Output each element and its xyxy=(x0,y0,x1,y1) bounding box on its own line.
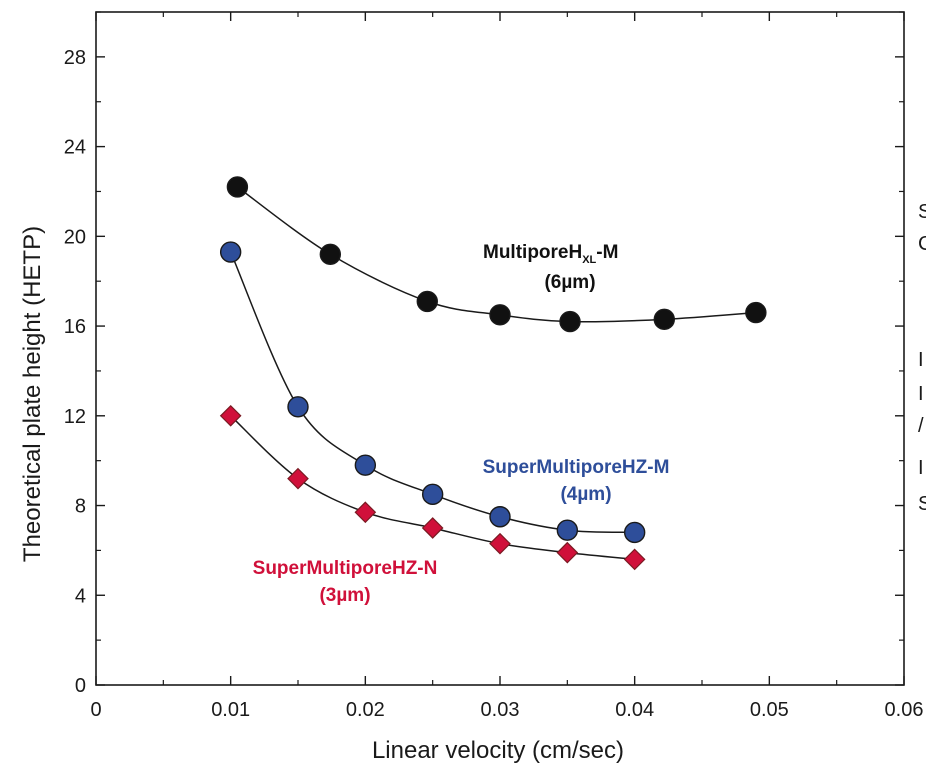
series-2-point xyxy=(623,548,646,571)
y-tick-label: 24 xyxy=(64,137,86,159)
series-2-point xyxy=(421,517,444,539)
series-label-hz-m: SuperMultiporeHZ-M xyxy=(483,457,670,478)
x-tick-label: 0.03 xyxy=(481,699,520,721)
series-1-point xyxy=(219,241,242,263)
x-tick-label: 0.04 xyxy=(615,699,654,721)
plot-frame xyxy=(95,11,905,686)
series-1-point xyxy=(354,454,377,476)
series-1-point xyxy=(489,506,511,528)
series-0-point xyxy=(489,304,511,326)
series-label-hz-m-size: (4µm) xyxy=(560,484,611,505)
clipped-char: I xyxy=(918,457,924,479)
clipped-char: I xyxy=(918,349,924,371)
series-0-point xyxy=(416,290,438,313)
y-tick-label: 12 xyxy=(64,406,86,428)
series-2-point xyxy=(219,404,242,427)
series-label-hz-n: SuperMultiporeHZ-N xyxy=(253,558,438,579)
series-0-point xyxy=(559,310,581,333)
x-tick-label: 0.02 xyxy=(346,699,385,721)
x-tick-label: 0.05 xyxy=(750,699,789,721)
x-tick-label: 0 xyxy=(90,699,101,721)
axis-ticks: 0 0.01 0.02 0.03 0.04 0.05 0.06 0 4 8 12 16 20 24 28 xyxy=(64,11,924,721)
series-label-hz-n-size: (3µm) xyxy=(319,585,370,606)
series-label-multipore-hxl-size: (6µm) xyxy=(544,272,595,293)
series-0-point xyxy=(226,176,249,198)
clipped-char: C xyxy=(918,233,926,255)
clipped-char: S xyxy=(918,201,926,223)
series-0-point xyxy=(653,308,675,331)
series-0-point xyxy=(745,301,767,324)
clipped-side-text: S C I I / I S xyxy=(918,201,926,515)
y-tick-label: 4 xyxy=(75,585,86,607)
series-2-point xyxy=(489,532,511,555)
series-label-multipore-hxl: MultiporeHXL-M xyxy=(483,242,618,266)
series-1-point xyxy=(623,521,646,544)
x-tick-label: 0.01 xyxy=(211,699,250,721)
y-tick-label: 28 xyxy=(64,47,86,69)
clipped-char: I xyxy=(918,383,924,405)
clipped-char: S xyxy=(918,493,926,515)
series-1-point xyxy=(556,519,579,541)
x-tick-label: 0.06 xyxy=(885,699,924,721)
y-tick-label: 0 xyxy=(75,675,86,697)
data-markers xyxy=(219,176,767,571)
y-tick-label: 20 xyxy=(64,226,86,248)
series-0-point xyxy=(319,243,342,265)
x-axis-title: Linear velocity (cm/sec) xyxy=(372,737,624,764)
y-tick-label: 8 xyxy=(75,496,86,518)
series-1-point xyxy=(421,483,444,506)
clipped-char: / xyxy=(918,415,924,437)
series-2-point xyxy=(354,501,377,524)
y-tick-label: 16 xyxy=(64,316,86,338)
series-2-point xyxy=(287,467,309,490)
series-1-point xyxy=(287,396,309,418)
series-2-point xyxy=(556,541,579,564)
y-axis-title: Theoretical plate height (HETP) xyxy=(19,226,46,562)
plot-axes xyxy=(95,11,905,686)
